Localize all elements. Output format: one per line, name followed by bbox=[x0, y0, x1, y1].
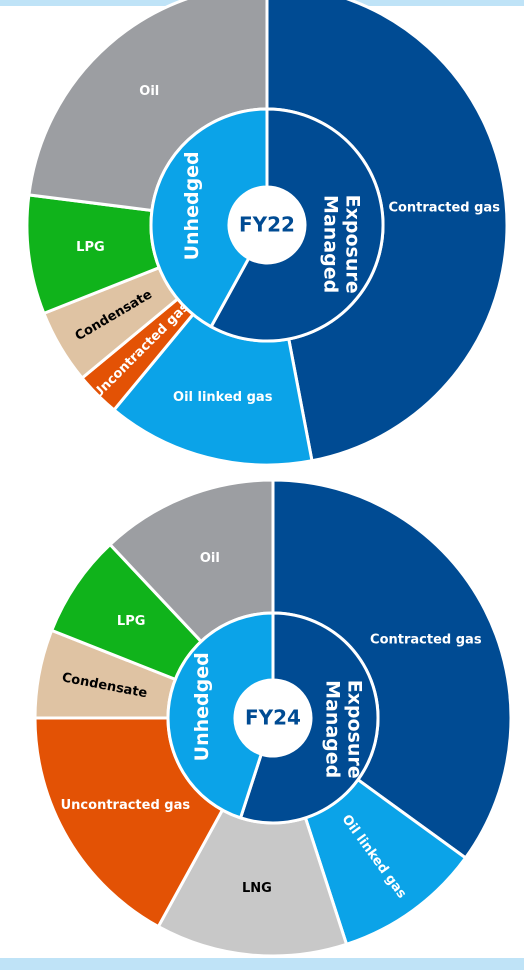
center-label: FY22 bbox=[239, 213, 295, 237]
bottom-band bbox=[0, 958, 524, 970]
segment-label: Oil bbox=[139, 84, 159, 99]
inner-label: ExposureManaged bbox=[320, 195, 364, 294]
inner-label: ExposureManaged bbox=[322, 680, 366, 779]
inner-label: Unhedged bbox=[191, 652, 213, 761]
center-label: FY24 bbox=[245, 706, 301, 730]
inner-label: Unhedged bbox=[181, 151, 203, 260]
segment-label: LPG bbox=[117, 614, 145, 629]
center-hole bbox=[229, 187, 305, 263]
segment-label: Contracted gas bbox=[370, 633, 482, 648]
segment-label: Contracted gas bbox=[388, 201, 500, 216]
segment-label: LPG bbox=[76, 240, 104, 255]
center-hole bbox=[235, 680, 311, 756]
segment-label: LNG bbox=[242, 881, 272, 896]
segment-label: Uncontracted gas bbox=[61, 798, 191, 813]
segment-label: Oil linked gas bbox=[173, 390, 273, 405]
segment-label: Oil bbox=[200, 551, 220, 566]
